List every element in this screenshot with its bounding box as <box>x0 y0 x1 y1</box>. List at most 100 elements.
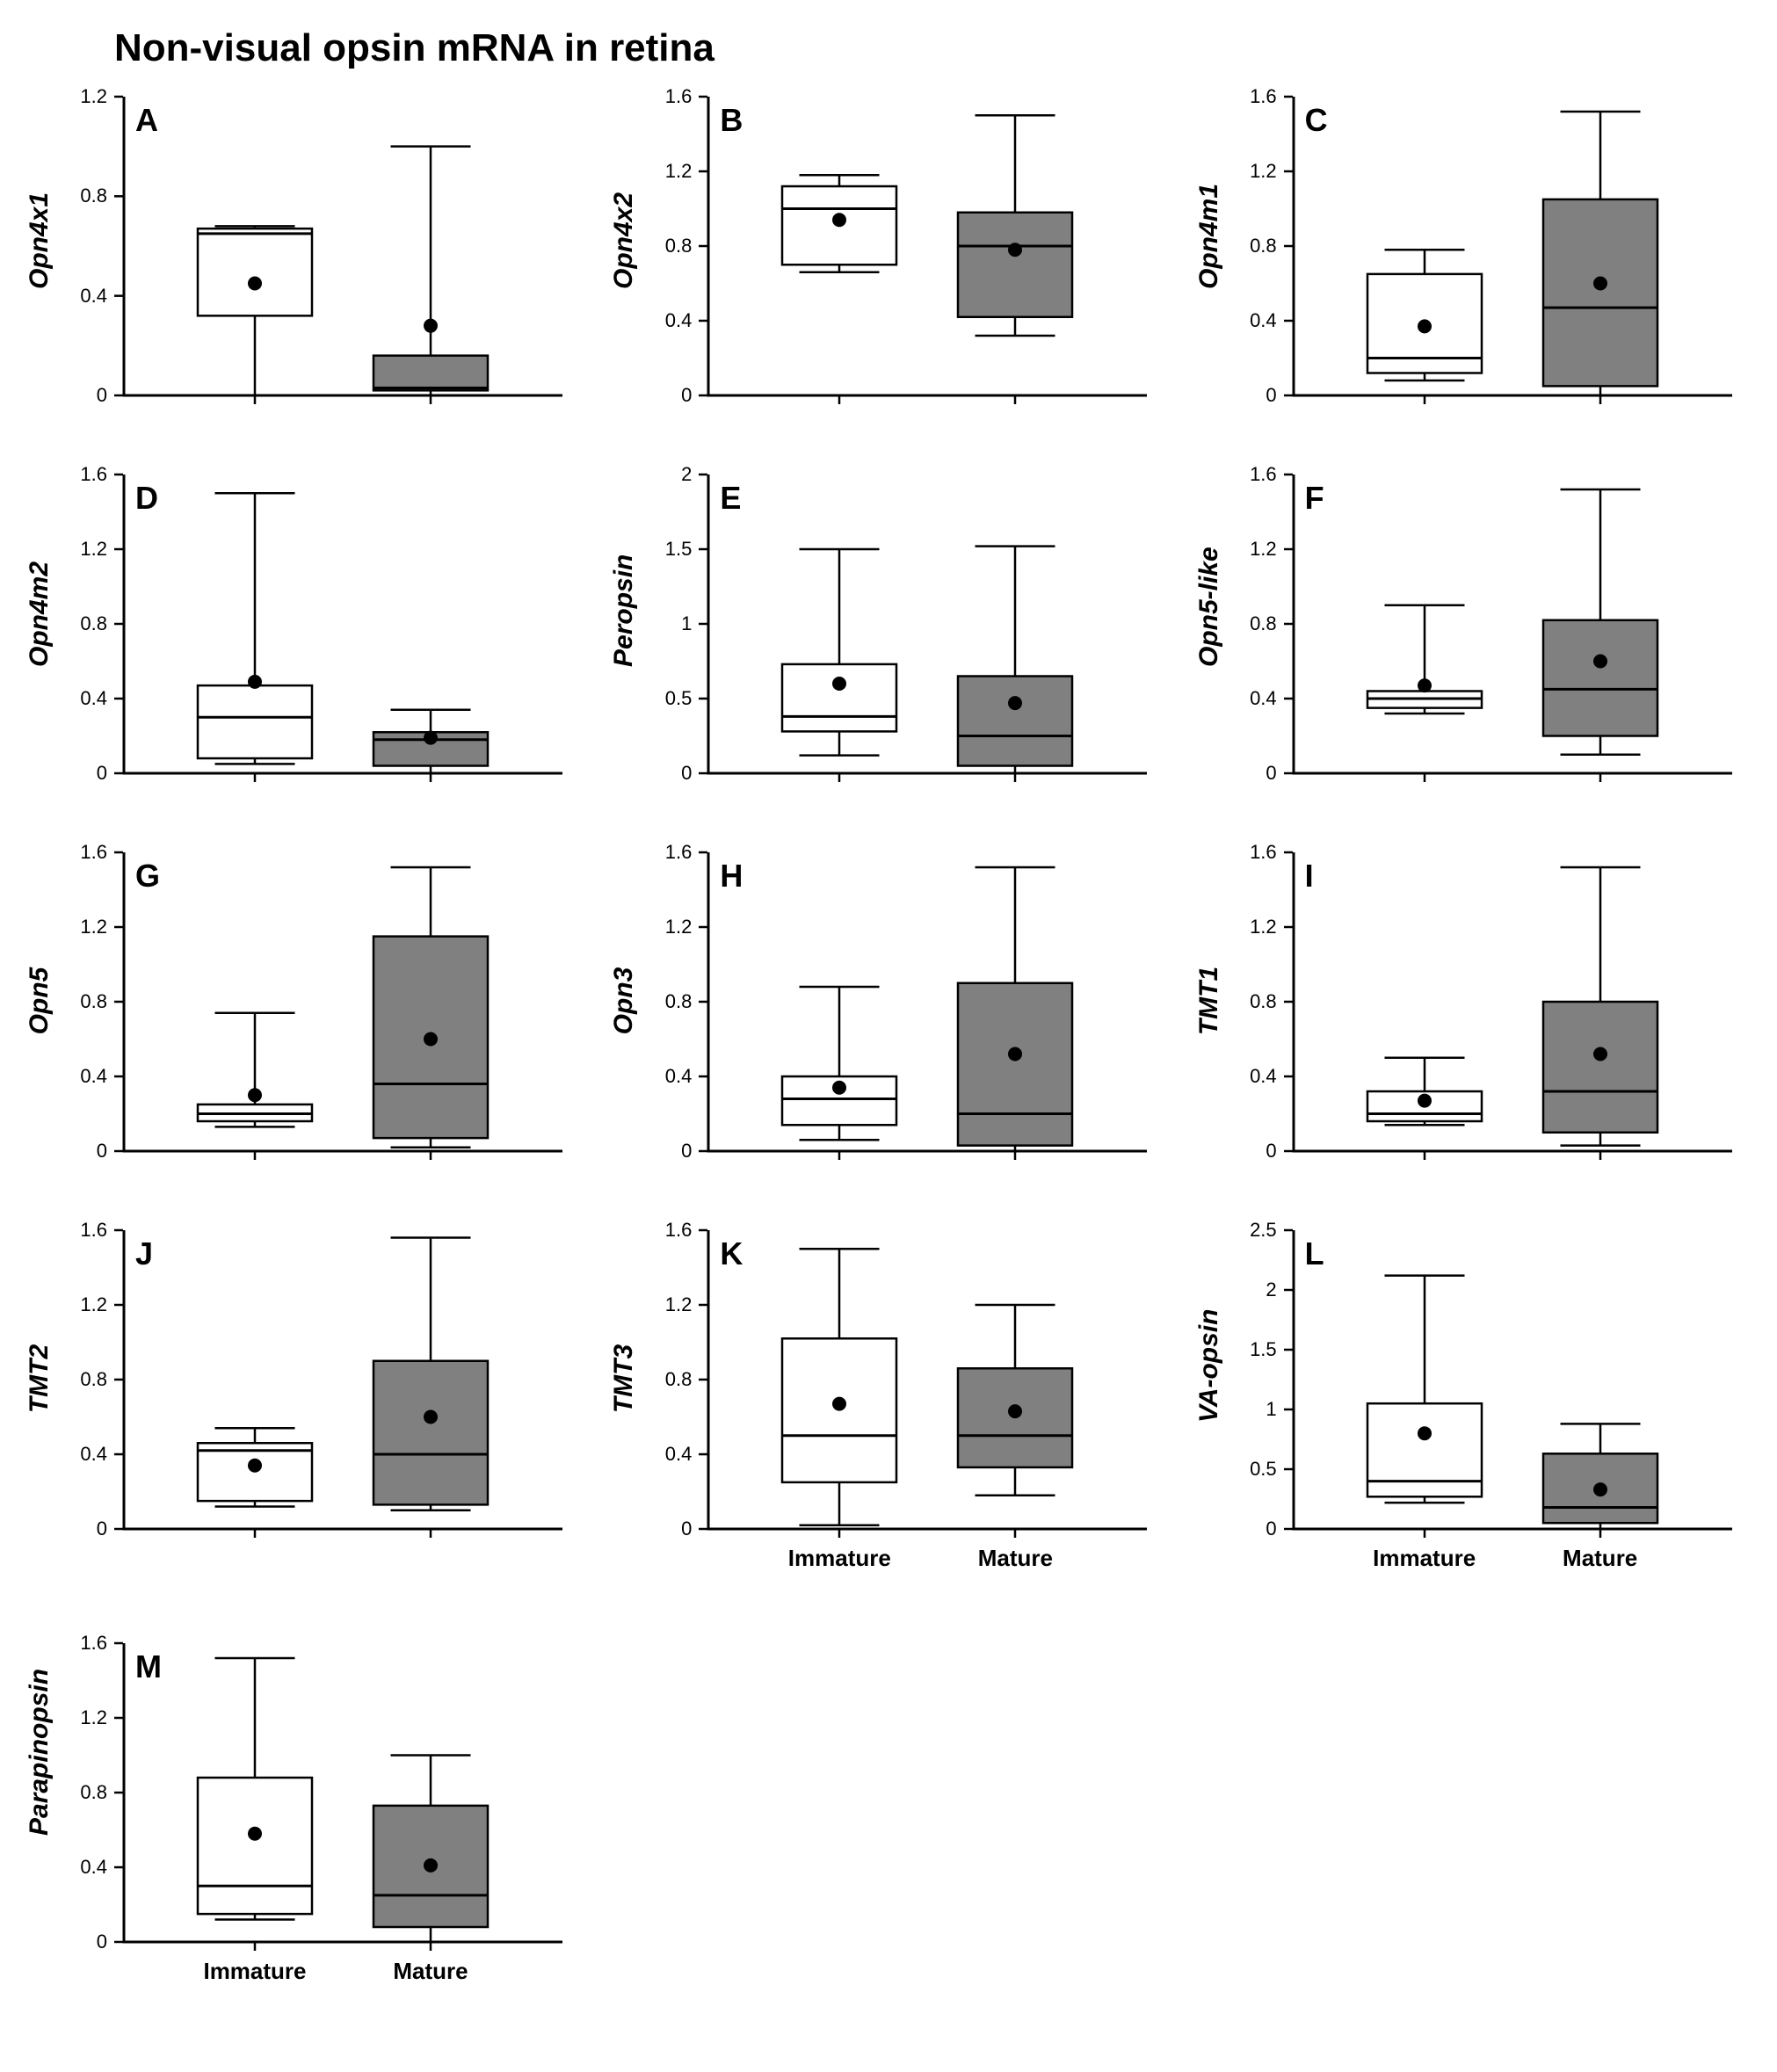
ytick-label: 1.2 <box>646 160 692 183</box>
panel-L: 00.511.522.5LVA-opsinImmatureMature <box>1187 1230 1732 1599</box>
panel-G: 00.40.81.21.6GOpn5 <box>18 852 562 1186</box>
boxplot-svg <box>707 852 1147 1153</box>
ytick-label: 1.5 <box>1231 1338 1277 1361</box>
ytick-label: 1.6 <box>62 1219 107 1242</box>
panel-grid: 0 0.4 0.8 1.2 A Opn4x1 0 0.4 0.8 1.2 1.6 B Opn4x2 0 0.… <box>18 97 1740 2012</box>
ytick-label: 0 <box>62 1518 107 1540</box>
ytick-label: 0.4 <box>646 1443 692 1466</box>
ytick-label: 0.8 <box>1231 990 1277 1013</box>
y-axis-label: Opn4x2 <box>609 201 639 289</box>
ytick-label: 0.8 <box>646 990 692 1013</box>
boxplot-svg <box>123 852 562 1153</box>
ytick-label: 0 <box>1231 1518 1277 1540</box>
boxplot-svg <box>1293 475 1732 775</box>
panel-letter: A <box>135 102 158 139</box>
panel-F: 00.40.81.21.6FOpn5-like <box>1187 475 1732 808</box>
y-axis-label: Opn4m2 <box>25 579 54 667</box>
ytick-label: 1.2 <box>62 85 107 108</box>
y-axis-label: Opn5-like <box>1194 579 1224 667</box>
ytick-label: 1.6 <box>62 1632 107 1655</box>
boxplot-svg <box>123 97 562 397</box>
ytick-label: 0.4 <box>62 1856 107 1879</box>
ytick-label: 0.5 <box>646 687 692 710</box>
ytick-label: 0 <box>646 384 692 407</box>
ytick-label: 0.8 <box>62 990 107 1013</box>
panel-H: 00.40.81.21.6HOpn3 <box>602 852 1147 1186</box>
ytick-label: 0.4 <box>62 687 107 710</box>
x-category-label: Immature <box>185 1958 325 1985</box>
ytick-label: 0.5 <box>1231 1458 1277 1481</box>
ytick-label: 1.6 <box>646 1219 692 1242</box>
boxplot-svg <box>1293 97 1732 397</box>
ytick-label: 0.8 <box>1231 235 1277 257</box>
boxplot-svg <box>1293 1230 1732 1531</box>
ytick-label: 0 <box>1231 1140 1277 1163</box>
ytick-label: 1.2 <box>62 1293 107 1316</box>
boxplot-svg <box>1293 852 1732 1153</box>
ytick-label: 0 <box>646 762 692 785</box>
panel-letter: G <box>135 858 160 895</box>
ytick-label: 0.4 <box>62 1443 107 1466</box>
panel-I: 00.40.81.21.6ITMT1 <box>1187 852 1732 1186</box>
ytick-label: 0.4 <box>1231 1065 1277 1088</box>
y-axis-label: TMT2 <box>25 1335 54 1423</box>
boxplot-svg <box>123 475 562 775</box>
ytick-label: 0.4 <box>62 1065 107 1088</box>
y-axis-label: Opn4x1 <box>25 201 54 289</box>
ytick-label: 0 <box>62 1931 107 1953</box>
ytick-label: 0.4 <box>646 309 692 332</box>
y-axis-label: Opn4m1 <box>1194 201 1224 289</box>
ytick-label: 1.2 <box>1231 538 1277 561</box>
y-axis-label: VA-opsin <box>1194 1335 1224 1423</box>
x-category-label: Mature <box>1530 1545 1671 1572</box>
panel-D: 00.40.81.21.6DOpn4m2 <box>18 475 562 808</box>
ytick-label: 0 <box>1231 762 1277 785</box>
ytick-label: 1.2 <box>646 1293 692 1316</box>
y-axis-label: Parapinopsin <box>25 1748 54 1836</box>
panel-letter: D <box>135 480 158 517</box>
panel-B: 00.40.81.21.6BOpn4x2 <box>602 97 1147 431</box>
ytick-label: 1.2 <box>62 1706 107 1729</box>
ytick-label: 0.4 <box>1231 309 1277 332</box>
ytick-label: 0 <box>646 1140 692 1163</box>
y-axis-label: Opn3 <box>609 957 639 1045</box>
ytick-label: 0.8 <box>646 1368 692 1391</box>
panel-E: 00.511.52EPeropsin <box>602 475 1147 808</box>
boxplot-svg <box>707 475 1147 775</box>
panel-letter: J <box>135 1235 153 1272</box>
panel-A: 00.40.81.2AOpn4x1 <box>18 97 562 431</box>
boxplot-svg <box>707 1230 1147 1531</box>
x-category-label: Mature <box>360 1958 501 1985</box>
y-axis-label: TMT1 <box>1194 957 1224 1045</box>
ytick-label: 0 <box>646 1518 692 1540</box>
ytick-label: 1.6 <box>1231 463 1277 486</box>
ytick-label: 1.2 <box>646 916 692 938</box>
ytick-label: 1.6 <box>62 841 107 864</box>
panel-K: 00.40.81.21.6KTMT3ImmatureMature <box>602 1230 1147 1599</box>
panel-letter: M <box>135 1648 162 1685</box>
ytick-label: 1.6 <box>62 463 107 486</box>
panel-M: 00.40.81.21.6MParapinopsinImmatureMature <box>18 1643 562 2012</box>
panel-C: 00.40.81.21.6COpn4m1 <box>1187 97 1732 431</box>
boxplot-svg <box>123 1643 562 1944</box>
ytick-label: 2 <box>646 463 692 486</box>
ytick-label: 1.6 <box>1231 85 1277 108</box>
ytick-label: 1.2 <box>62 538 107 561</box>
ytick-label: 1.5 <box>646 538 692 561</box>
ytick-label: 0.8 <box>62 612 107 635</box>
ytick-label: 1.6 <box>1231 841 1277 864</box>
panel-J: 00.40.81.21.6JTMT2 <box>18 1230 562 1564</box>
ytick-label: 0 <box>62 762 107 785</box>
x-category-label: Mature <box>945 1545 1085 1572</box>
ytick-label: 0.8 <box>646 235 692 257</box>
ytick-label: 0.8 <box>62 1781 107 1804</box>
panel-letter: F <box>1305 480 1324 517</box>
y-axis-label: TMT3 <box>609 1335 639 1423</box>
panel-letter: K <box>720 1235 743 1272</box>
ytick-label: 2.5 <box>1231 1219 1277 1242</box>
x-category-label: Immature <box>1354 1545 1495 1572</box>
ytick-label: 0 <box>62 1140 107 1163</box>
panel-letter: B <box>720 102 743 139</box>
y-axis-label: Opn5 <box>25 957 54 1045</box>
ytick-label: 0.4 <box>646 1065 692 1088</box>
